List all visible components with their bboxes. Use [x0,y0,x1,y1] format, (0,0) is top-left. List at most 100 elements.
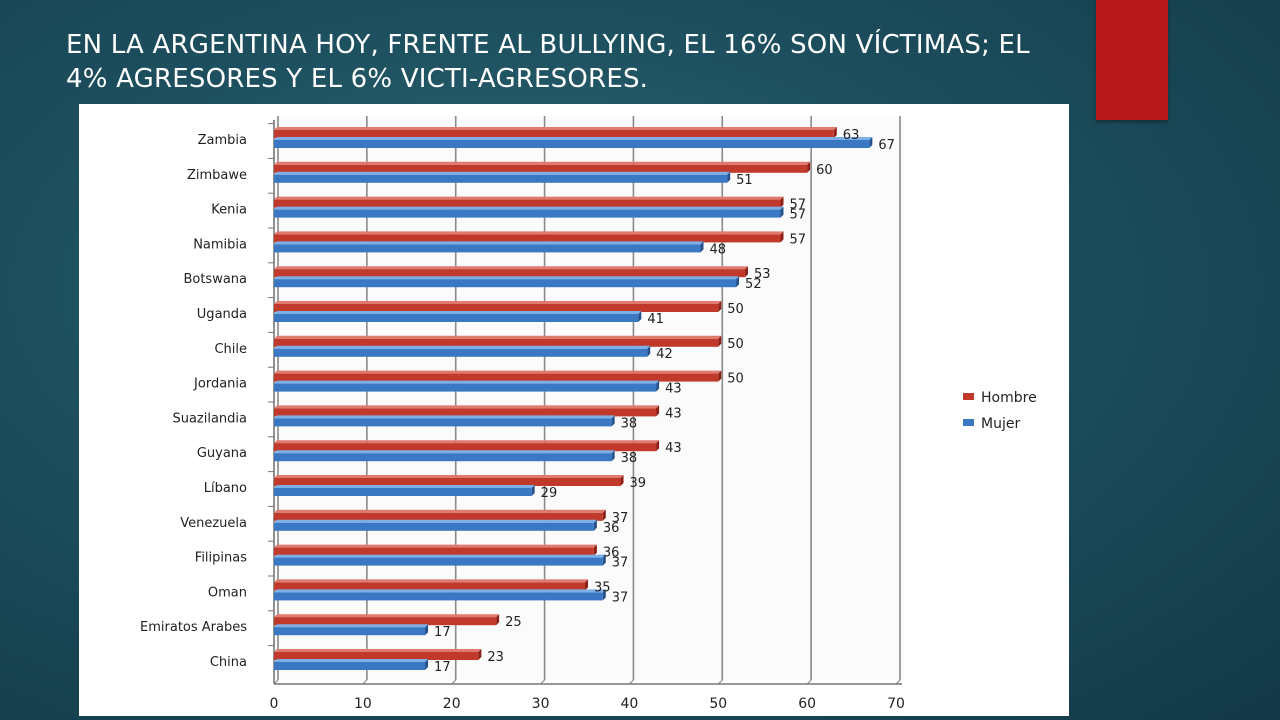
bar-end-mujer [602,589,606,601]
bar-top-hombre [274,370,722,374]
bar-end-hombre [718,335,722,347]
bar-hombre [274,617,497,626]
bar-end-mujer [736,276,740,288]
value-label-mujer: 51 [736,173,753,188]
bar-mujer [274,488,532,496]
value-label-mujer: 43 [665,382,682,397]
value-label-hombre: 50 [727,302,744,317]
category-label: Botswana [183,272,247,287]
value-label-hombre: 53 [754,267,771,282]
category-label: Líbano [204,481,247,496]
bar-mujer [274,209,781,218]
bar-hombre [274,269,745,278]
bar-hombre [274,304,719,312]
bar-top-mujer [274,380,660,384]
bar-top-mujer [274,415,615,419]
bar-top-hombre [274,231,784,235]
bar-end-hombre [780,231,784,243]
bar-end-mujer [656,380,660,392]
value-label-hombre: 39 [630,476,647,491]
category-label: Uganda [197,307,247,322]
value-label-mujer: 48 [710,242,727,257]
accent-bar [1096,0,1168,120]
bar-mujer [274,522,594,531]
bar-end-mujer [425,659,429,670]
value-label-mujer: 41 [647,312,664,327]
bar-mujer [274,174,728,183]
legend-swatch-hombre [963,393,974,400]
bar-end-hombre [620,475,624,486]
bar-hombre [274,338,719,347]
bar-hombre [274,234,781,243]
bar-top-hombre [274,301,722,304]
legend-label-hombre: Hombre [981,390,1037,406]
bar-top-mujer [274,345,651,349]
value-label-mujer: 57 [789,208,806,223]
grid-lines [273,116,904,685]
category-label: Kenia [211,203,247,218]
bars [274,127,873,670]
bar-hombre [274,164,808,173]
bar-mujer [274,557,603,566]
bar-end-mujer [611,450,615,462]
bar-end-hombre [602,509,606,521]
category-label: Namibia [193,237,247,252]
bar-mujer [274,314,639,322]
value-label-hombre: 43 [665,406,682,421]
bar-hombre [274,130,834,138]
legend-label-mujer: Mujer [981,416,1020,432]
bar-mujer [274,662,426,670]
bar-mujer [274,140,870,148]
bar-end-hombre [807,161,811,173]
bar-top-mujer [274,659,429,662]
bar-top-hombre [274,161,811,165]
x-tick-label: 10 [354,696,372,712]
x-tick-label: 0 [270,696,279,712]
legend-swatch-mujer [963,419,974,426]
plot-area [274,116,904,684]
bar-end-mujer [647,345,651,357]
bar-top-hombre [274,509,606,513]
x-tick-label: 30 [532,696,550,712]
bar-top-mujer [274,276,740,280]
bar-end-mujer [727,171,731,183]
value-label-mujer: 29 [541,486,558,501]
bar-chart: 0 10 20 30 40 50 60 70 Zambia 63 67 Zimbawe 60 51 Keni… [140,116,1037,712]
legend: Hombre Mujer [963,390,1037,432]
value-label-hombre: 35 [594,580,611,595]
category-label: Zimbawe [187,168,247,183]
bar-hombre [274,443,657,452]
category-label: Zambia [198,133,247,148]
category-label: Emiratos Arabes [140,620,247,635]
bar-top-hombre [274,196,784,200]
category-label: China [210,655,247,670]
bar-end-hombre [593,544,597,556]
value-label-hombre: 36 [603,546,620,561]
bar-mujer [274,453,612,462]
bar-end-hombre [585,579,588,591]
value-label-mujer: 17 [434,660,451,675]
bar-end-mujer [869,137,873,148]
value-label-hombre: 50 [727,337,744,352]
value-label-hombre: 63 [843,128,860,143]
bar-end-mujer [611,415,615,427]
bar-end-hombre [656,440,660,452]
bar-top-mujer [274,450,615,454]
bar-end-mujer [638,311,642,322]
bar-top-hombre [274,475,624,478]
value-label-mujer: 37 [612,556,629,571]
value-label-hombre: 60 [816,163,833,178]
value-label-hombre: 25 [505,615,522,630]
category-label: Venezuela [180,516,247,531]
x-tick-label: 40 [621,696,639,712]
value-label-mujer: 52 [745,277,762,292]
category-label: Chile [214,342,247,357]
bar-top-hombre [274,335,722,339]
value-label-mujer: 17 [434,625,451,640]
bar-top-hombre [274,440,660,444]
bar-top-mujer [274,554,606,558]
value-label-mujer: 42 [656,347,673,362]
bar-mujer [274,279,737,288]
bar-top-mujer [274,206,784,210]
category-label: Jordania [193,377,247,392]
